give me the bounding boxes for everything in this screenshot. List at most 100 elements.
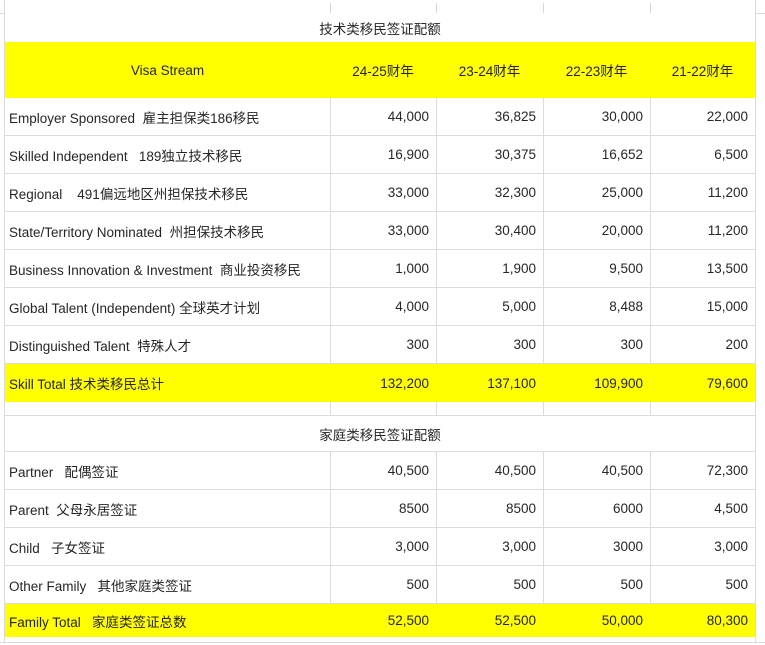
family-total-row: Family Total 家庭类签证总数 52,500 52,500 50,00… [5, 604, 755, 637]
cell-value: 40,500 [330, 452, 436, 489]
cell-value: 20,000 [543, 212, 650, 249]
cell-value: 40,500 [543, 452, 650, 489]
column-header-year: 22-23财年 [565, 64, 628, 79]
cell-value: 8500 [436, 490, 543, 527]
cell-value: 500 [330, 566, 436, 603]
cell-label: Global Talent (Independent) 全球英才计划 [9, 300, 261, 316]
cell-value: 4,000 [330, 288, 436, 325]
cell-value: 8,488 [543, 288, 650, 325]
left-gridline [4, 0, 5, 643]
table-row: Child 子女签证 3,000 3,000 3000 3,000 [5, 528, 755, 566]
visa-quota-table: 技术类移民签证配额 Visa Stream 24-25财年 23-24财年 22… [5, 13, 755, 642]
cell-value: 3,000 [650, 528, 755, 565]
cell-value: 40,500 [436, 452, 543, 489]
header-row: Visa Stream 24-25财年 23-24财年 22-23财年 21-2… [5, 42, 755, 98]
table-row: Regional 491偏远地区州担保技术移民 33,000 32,300 25… [5, 174, 755, 212]
column-tick [436, 3, 437, 13]
cell-value: 36,825 [436, 98, 543, 135]
skill-total-row: Skill Total 技术类移民总计 132,200 137,100 109,… [5, 364, 755, 402]
table-row: Parent 父母永居签证 8500 8500 6000 4,500 [5, 490, 755, 528]
cell-value: 1,900 [436, 250, 543, 287]
cell-value: 32,300 [436, 174, 543, 211]
cell-label: Other Family 其他家庭类签证 [9, 578, 193, 594]
table-row: Partner 配偶签证 40,500 40,500 40,500 72,300 [5, 452, 755, 490]
column-header-year: 23-24财年 [458, 64, 521, 79]
cell-value: 6,500 [650, 136, 755, 173]
family-section-title-text: 家庭类移民签证配额 [319, 427, 441, 443]
cell-label: Skilled Independent 189独立技术移民 [9, 148, 243, 164]
cell-label: Partner 配偶签证 [9, 464, 119, 480]
column-tick [330, 3, 331, 13]
bottom-gridline [0, 642, 765, 643]
cell-value: 13,500 [650, 250, 755, 287]
cell-value: 9,500 [543, 250, 650, 287]
table-row: Business Innovation & Investment 商业投资移民 … [5, 250, 755, 288]
cell-value: 30,375 [436, 136, 543, 173]
empty-cell [330, 402, 436, 415]
cell-label: Parent 父母永居签证 [9, 502, 138, 518]
cell-value: 109,900 [594, 375, 643, 391]
cell-label: Child 子女签证 [9, 540, 106, 556]
column-header-year: 21-22财年 [671, 64, 734, 79]
empty-cell [650, 402, 755, 415]
column-tick [650, 3, 651, 13]
cell-value: 33,000 [330, 212, 436, 249]
cell-value: 3000 [543, 528, 650, 565]
family-section-title: 家庭类移民签证配额 [5, 416, 755, 452]
column-header-visa-stream: Visa Stream [130, 62, 205, 78]
empty-cell [5, 402, 330, 415]
cell-value: 22,000 [650, 98, 755, 135]
cell-value: 79,600 [706, 375, 748, 391]
cell-value: 300 [543, 326, 650, 363]
cell-label: Distinguished Talent 特殊人才 [9, 338, 192, 354]
cell-value: 72,300 [650, 452, 755, 489]
cell-value: 1,000 [330, 250, 436, 287]
cell-value: 11,200 [650, 212, 755, 249]
cell-value: 33,000 [330, 174, 436, 211]
cell-value: 500 [543, 566, 650, 603]
column-header-year: 24-25财年 [352, 64, 414, 79]
cell-label: Regional 491偏远地区州担保技术移民 [9, 186, 249, 202]
cell-value: 16,652 [543, 136, 650, 173]
cell-value: 300 [436, 326, 543, 363]
skill-section-title: 技术类移民签证配额 [5, 13, 755, 42]
cell-value: 500 [650, 566, 755, 603]
empty-cell [543, 402, 650, 415]
cell-value: 8500 [330, 490, 436, 527]
cell-label: Employer Sponsored 雇主担保类186移民 [9, 110, 260, 126]
spacer-row [5, 402, 755, 416]
cell-value: 16,900 [330, 136, 436, 173]
cell-value: 30,000 [543, 98, 650, 135]
cell-label: State/Territory Nominated 州担保技术移民 [9, 224, 265, 240]
right-gridline [755, 0, 756, 643]
cell-value: 3,000 [330, 528, 436, 565]
cell-value: 52,500 [494, 613, 536, 628]
table-row: State/Territory Nominated 州担保技术移民 33,000… [5, 212, 755, 250]
cell-value: 11,200 [650, 174, 755, 211]
table-row: Distinguished Talent 特殊人才 300 300 300 20… [5, 326, 755, 364]
cell-value: 4,500 [650, 490, 755, 527]
cell-value: 132,200 [380, 375, 429, 391]
cell-value: 15,000 [650, 288, 755, 325]
table-row: Other Family 其他家庭类签证 500 500 500 500 [5, 566, 755, 604]
cell-label: Business Innovation & Investment 商业投资移民 [9, 262, 301, 278]
table-row: Global Talent (Independent) 全球英才计划 4,000… [5, 288, 755, 326]
skill-section-title-text: 技术类移民签证配额 [319, 21, 441, 37]
table-row: Employer Sponsored 雇主担保类186移民 44,000 36,… [5, 98, 755, 136]
cell-label: Family Total 家庭类签证总数 [9, 614, 187, 630]
cell-label: Skill Total 技术类移民总计 [9, 377, 165, 392]
cell-value: 3,000 [436, 528, 543, 565]
cell-value: 30,400 [436, 212, 543, 249]
column-tick [543, 3, 544, 13]
cell-value: 300 [330, 326, 436, 363]
bottom-spacer [5, 637, 755, 642]
cell-value: 52,500 [387, 613, 429, 628]
cell-value: 50,000 [601, 613, 643, 628]
cell-value: 6000 [543, 490, 650, 527]
cell-value: 137,100 [487, 375, 536, 391]
cell-value: 25,000 [543, 174, 650, 211]
cell-value: 200 [650, 326, 755, 363]
empty-cell [436, 402, 543, 415]
cell-value: 5,000 [436, 288, 543, 325]
